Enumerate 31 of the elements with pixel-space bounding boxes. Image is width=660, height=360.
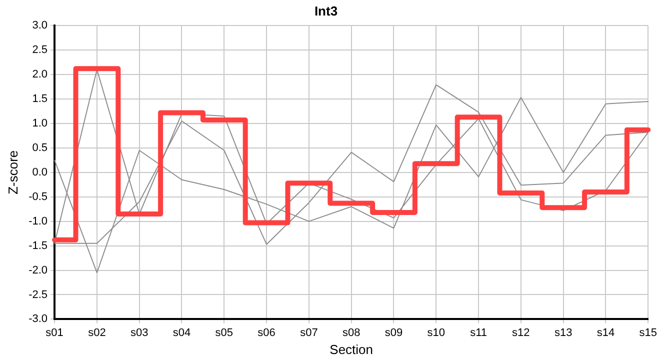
x-axis-title: Section [330, 342, 374, 357]
y-tick-label: -3.0 [28, 313, 48, 326]
x-tick-label: s10 [427, 326, 446, 339]
chart-title: Int3 [314, 3, 338, 18]
y-tick-label: 2.0 [32, 68, 48, 81]
y-tick-label: 1.5 [32, 93, 48, 106]
x-tick-label: s02 [88, 326, 106, 339]
y-tick-label: 1.0 [32, 118, 48, 130]
y-tick-label: 0.0 [32, 166, 48, 178]
x-tick-label: s01 [46, 326, 64, 339]
x-tick-label: s03 [130, 326, 148, 339]
y-tick-label: 2.5 [32, 44, 48, 56]
y-tick-label: 3.0 [32, 20, 48, 32]
y-tick-label: -1.0 [28, 215, 48, 228]
x-tick-label: s12 [512, 326, 530, 339]
y-tick-label: -2.5 [28, 288, 48, 301]
x-tick-label: s11 [470, 326, 487, 339]
y-tick-label: 0.5 [32, 142, 48, 154]
y-axis-title: Z-score [5, 150, 20, 194]
x-tick-label: s14 [596, 326, 615, 339]
y-tick-label: -2.0 [28, 264, 48, 276]
y-tick-label: -1.5 [28, 240, 48, 252]
y-tick-label: -0.5 [28, 190, 48, 203]
x-tick-label: s15 [639, 326, 658, 339]
x-tick-label: s06 [258, 326, 276, 339]
x-tick-label: s09 [384, 326, 403, 339]
x-tick-label: s08 [342, 326, 360, 339]
x-tick-label: s13 [554, 326, 572, 339]
x-tick-label: s05 [215, 326, 234, 339]
x-tick-label: s04 [172, 326, 191, 339]
x-tick-label: s07 [300, 326, 318, 339]
